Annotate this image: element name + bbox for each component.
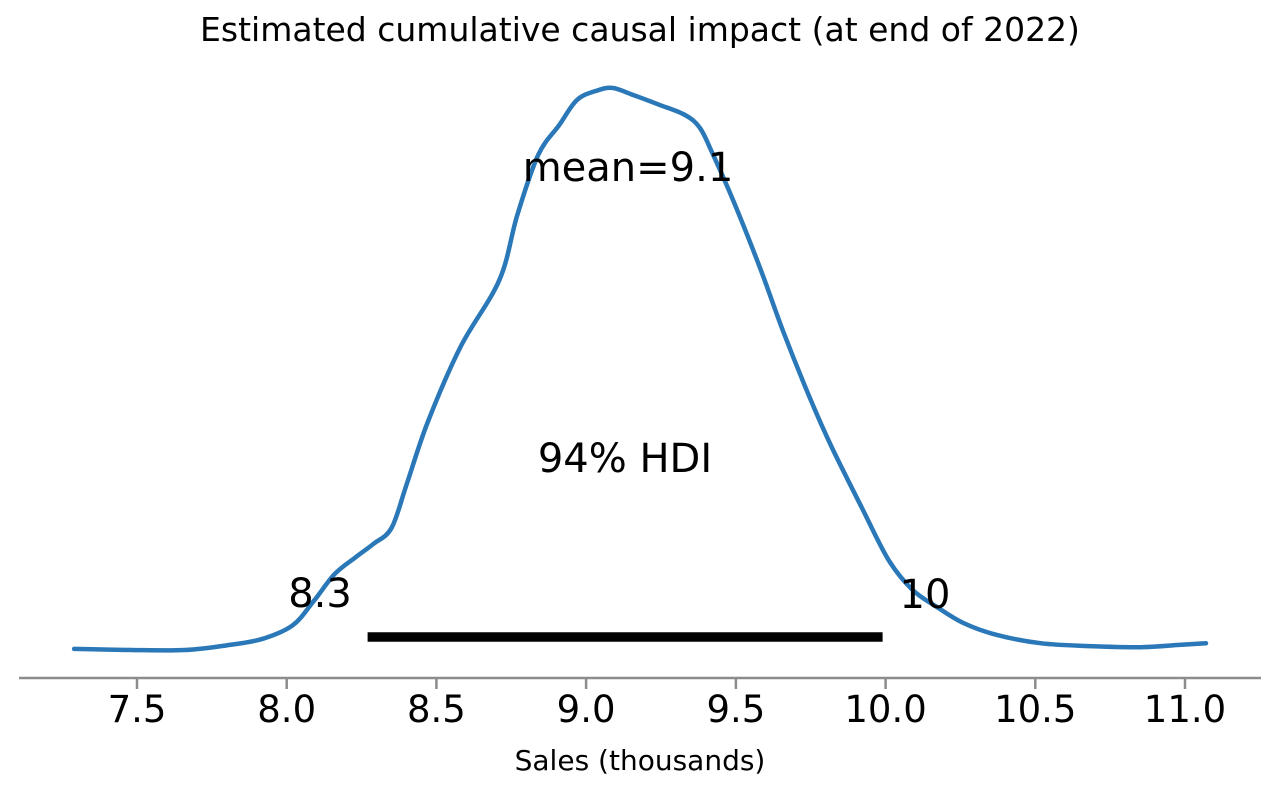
hdi-lower-annotation: 8.3 <box>288 571 352 617</box>
x-tick-label: 11.0 <box>1144 688 1226 731</box>
x-tick-label: 10.0 <box>844 688 926 731</box>
x-axis-title: Sales (thousands) <box>515 744 766 777</box>
x-axis-ticks <box>135 678 1187 689</box>
hdi-annotation: 94% HDI <box>538 436 712 482</box>
x-tick-label: 8.5 <box>407 688 466 731</box>
x-tick-label: 10.5 <box>994 688 1076 731</box>
kde-curve <box>71 85 1209 653</box>
x-tick-label: 9.0 <box>557 688 616 731</box>
hdi-upper-annotation: 10 <box>900 572 951 618</box>
x-axis-tick-labels: 7.5 8.0 8.5 9.0 9.5 10.0 10.5 11.0 <box>108 688 1227 731</box>
x-tick-label: 8.0 <box>257 688 316 731</box>
chart-title: Estimated cumulative causal impact (at e… <box>200 10 1080 49</box>
mean-annotation: mean=9.1 <box>523 145 734 191</box>
x-tick-label: 7.5 <box>108 688 167 731</box>
x-tick-label: 9.5 <box>706 688 765 731</box>
